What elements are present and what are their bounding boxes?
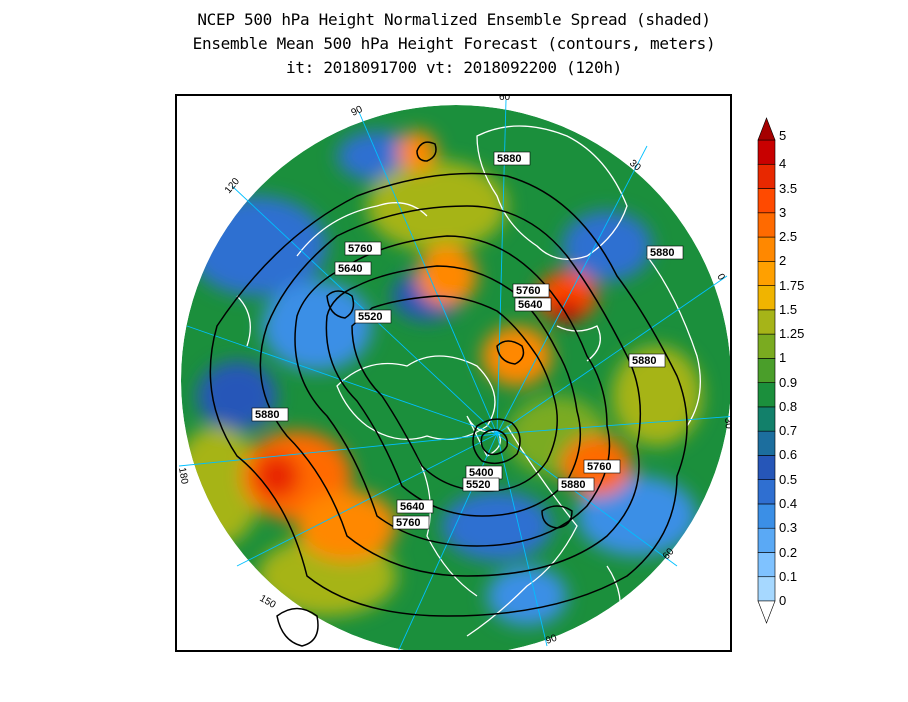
colorbar-label: 0.2 (779, 544, 798, 560)
colorbar-label: 1 (779, 350, 787, 366)
contour-label: 5880 (255, 409, 279, 421)
colorbar-top-arrow (757, 117, 776, 141)
contour-label: 5640 (338, 263, 362, 275)
colorbar-label: 4 (779, 156, 787, 172)
colorbar-box (757, 503, 776, 529)
lon-label: 60 (499, 96, 511, 103)
colorbar-box (757, 212, 776, 238)
lon-label: 90 (350, 104, 365, 119)
contour-label: 5520 (358, 311, 382, 323)
colorbar-boxes (757, 117, 776, 624)
colorbar-label: 0 (779, 593, 787, 608)
colorbar-box (757, 358, 776, 383)
contour-label: 5760 (396, 517, 420, 529)
lon-label: 90 (544, 633, 559, 647)
colorbar-label: 0.3 (779, 520, 798, 536)
colorbar-box (757, 163, 776, 189)
colorbar-box (757, 236, 776, 262)
colorbar-label: 0.1 (779, 568, 798, 584)
colorbar-bottom-arrow (757, 600, 776, 624)
meridians (178, 99, 730, 650)
colorbar-box (757, 527, 776, 553)
colorbar-box (757, 333, 776, 359)
colorbar-box (757, 139, 776, 165)
colorbar-label: 2.5 (779, 229, 798, 245)
title-line-1: NCEP 500 hPa Height Normalized Ensemble … (197, 10, 711, 29)
contour-label: 5640 (400, 501, 424, 513)
colorbar-box (757, 552, 776, 578)
contour-label: 5400 (469, 467, 493, 479)
colorbar-label: 2 (779, 253, 787, 269)
lon-label: 30 (722, 417, 730, 429)
contour-label: 5640 (518, 299, 542, 311)
colorbar-box (757, 382, 776, 408)
colorbar-label: 1.5 (779, 301, 798, 317)
colorbar-box (757, 430, 776, 456)
colorbar-label: 1.25 (779, 326, 805, 342)
contour-label: 5760 (516, 285, 540, 297)
colorbar-label: 3 (779, 204, 787, 220)
contour-label: 5520 (466, 479, 490, 491)
colorbar-box (757, 261, 776, 286)
lon-label: 0 (714, 272, 727, 283)
spread-shading (181, 105, 730, 650)
colorbar-box (757, 285, 776, 311)
colorbar-label: 5 (779, 128, 787, 143)
contour-label-group: 5880 5880 5760 5640 5520 5760 5640 5880 … (251, 151, 684, 530)
colorbar-box (757, 188, 776, 214)
height-contours (209, 141, 688, 647)
contour-label: 5880 (650, 247, 674, 259)
colorbar-box (757, 576, 776, 602)
map-frame: 5880 5880 5760 5640 5520 5760 5640 5880 … (175, 94, 732, 652)
contour-label: 5880 (561, 479, 585, 491)
colorbar-box (757, 406, 776, 432)
lon-label: 150 (177, 308, 179, 326)
colorbar-label: 0.5 (779, 471, 798, 487)
colorbar-label: 0.4 (779, 495, 798, 511)
colorbar-label: 0.6 (779, 447, 798, 463)
polar-map: 5880 5880 5760 5640 5520 5760 5640 5880 … (177, 96, 730, 650)
contour-label: 5880 (497, 153, 521, 165)
colorbar-label: 0.7 (779, 423, 798, 439)
lon-label: 150 (258, 593, 278, 611)
colorbar-box (757, 309, 776, 335)
lon-label: 180 (177, 467, 190, 486)
colorbar-label: 3.5 (779, 180, 798, 196)
contour-label: 5760 (348, 243, 372, 255)
contour-label: 5760 (587, 461, 611, 473)
title-line-3: it: 2018091700 vt: 2018092200 (120h) (286, 58, 622, 77)
title-line-2: Ensemble Mean 500 hPa Height Forecast (c… (192, 34, 716, 53)
colorbar-label: 0.8 (779, 398, 798, 414)
colorbar-box (757, 455, 776, 480)
contour-label: 5880 (632, 355, 656, 367)
colorbar-box (757, 479, 776, 505)
colorbar-label: 1.75 (779, 277, 805, 293)
colorbar-label: 0.9 (779, 374, 798, 390)
